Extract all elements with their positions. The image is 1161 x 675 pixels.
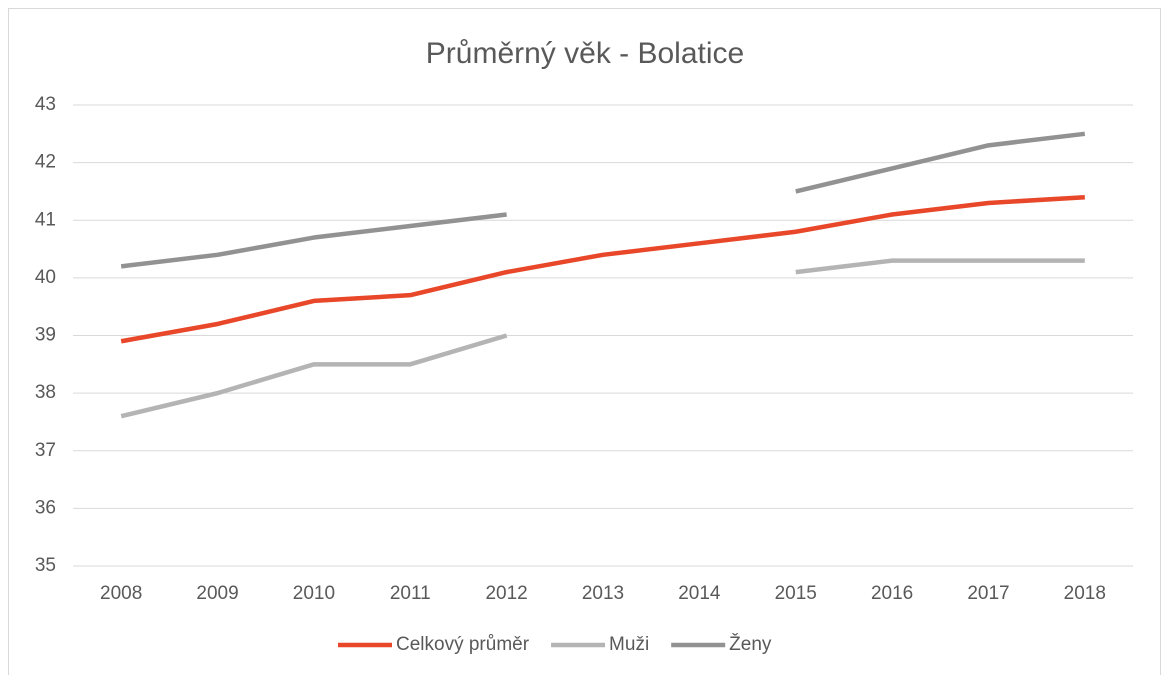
x-tick-label: 2012 [485,583,527,604]
series-line [120,194,1085,344]
y-tick-label: 35 [35,555,56,576]
y-tick-label: 43 [35,94,56,115]
x-tick-label: 2008 [100,583,142,604]
chart-frame [8,8,1161,675]
y-tick-label: 40 [35,267,56,288]
x-tick-label: 2013 [582,583,624,604]
x-tick-label: 2015 [775,583,817,604]
y-tick-label: 38 [35,382,56,403]
y-tick-label: 42 [35,152,56,173]
y-tick-label: 37 [35,440,56,461]
x-tick-label: 2010 [293,583,335,604]
x-tick-label: 2011 [390,583,431,604]
x-tick-label: 2014 [678,583,721,604]
x-tick-label: 2009 [196,583,238,604]
x-tick-label: 2018 [1064,583,1106,604]
legend-label: Ženy [729,633,772,655]
y-tick-label: 41 [35,209,56,230]
series-line [120,131,1086,269]
chart-title: Průměrný věk - Bolatice [426,37,744,70]
y-tick-label: 39 [35,325,56,346]
x-tick-label: 2016 [871,583,913,604]
x-tick-label: 2017 [967,583,1009,604]
y-tick-label: 36 [35,497,56,518]
series-line [120,258,1085,419]
legend-label: Muži [609,634,649,655]
legend-label: Celkový průměr [396,634,530,655]
